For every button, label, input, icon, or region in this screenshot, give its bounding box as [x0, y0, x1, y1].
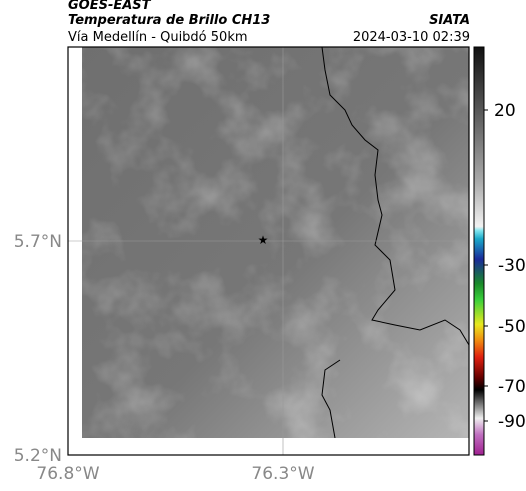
map-frame: [67, 46, 470, 456]
colorbar-scale: [473, 46, 485, 456]
colorbar-tick-label: -30: [498, 256, 526, 276]
lon-label: 76.8°W: [36, 464, 99, 484]
datetime: 2024-03-10 02:39: [353, 30, 470, 45]
border-line: [321, 47, 469, 346]
colorbar-tick-label: -70: [498, 377, 526, 397]
map: ★ 5.7°N 5.2°N 76.8°W 76.3°W: [14, 46, 470, 484]
lat-label: 5.2°N: [14, 446, 62, 466]
colorbar-tick-label: 20: [494, 101, 516, 121]
colorbar-tick-label: -90: [498, 412, 526, 432]
subtitle: Vía Medellín - Quibdó 50km: [68, 30, 248, 45]
location-star: ★: [258, 233, 269, 247]
title: Temperatura de Brillo CH13: [68, 13, 270, 28]
colorbar: 20 -30 -50 -70 -90: [473, 46, 526, 456]
cloud-texture: [82, 47, 469, 438]
header: GOES-EAST Temperatura de Brillo CH13 SIA…: [68, 0, 470, 45]
org: SIATA: [429, 13, 470, 28]
colorbar-tick-label: -50: [498, 317, 526, 337]
source: GOES-EAST: [68, 0, 152, 13]
lon-label: 76.3°W: [251, 464, 314, 484]
coast-line: [321, 359, 341, 438]
lat-label: 5.7°N: [14, 232, 62, 252]
